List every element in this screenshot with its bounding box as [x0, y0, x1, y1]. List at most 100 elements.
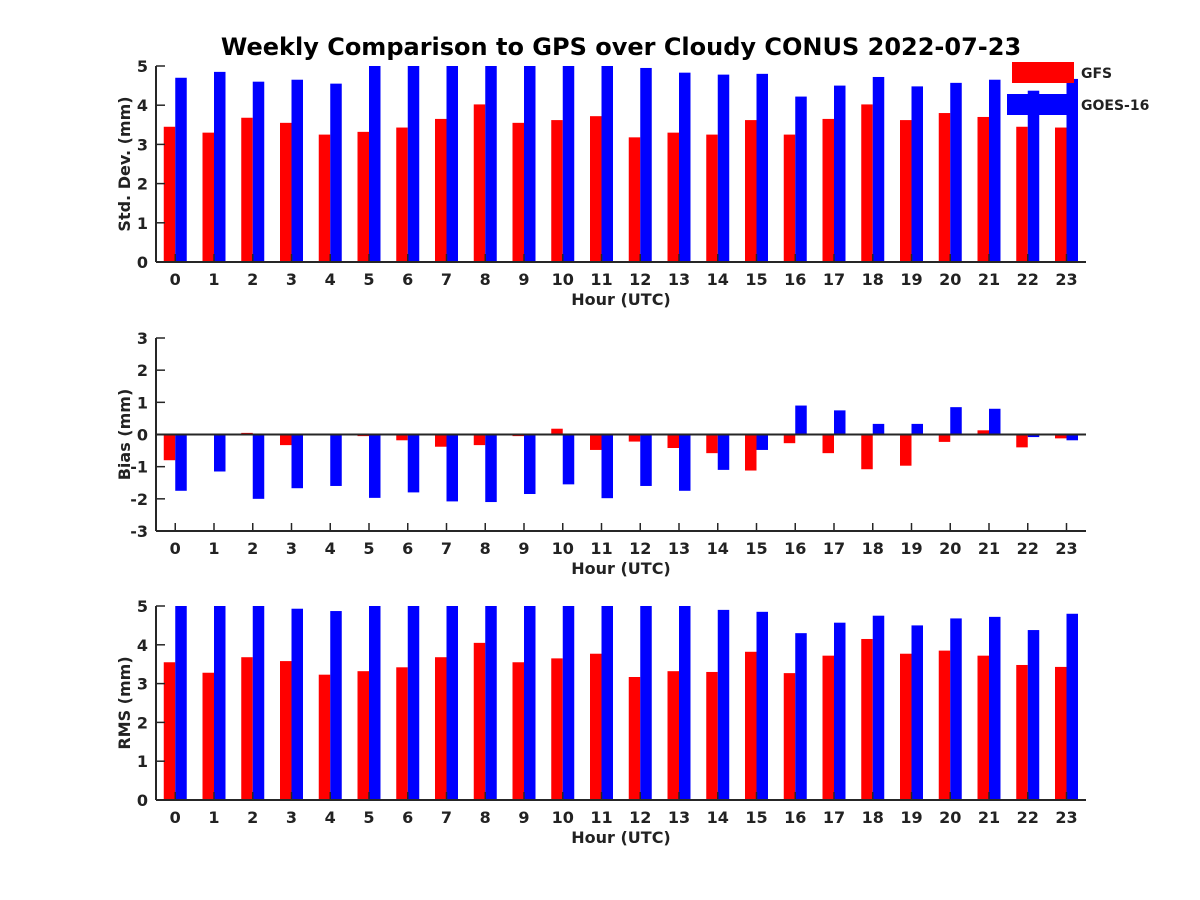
x-tick-label: 16	[784, 270, 806, 289]
bar-gfs-hour-5	[357, 131, 369, 262]
x-tick-label: 0	[170, 270, 181, 289]
legend-label-goes16: GOES-16	[1081, 98, 1149, 114]
bar-gfs-hour-22	[1016, 126, 1028, 262]
bar-goes16-hour-17	[834, 85, 846, 262]
bar-goes16-hour-14	[717, 434, 730, 470]
y-tick-label: 0	[137, 426, 148, 445]
x-tick-label: 12	[629, 539, 651, 558]
y-tick-label: -2	[130, 490, 148, 509]
bar-goes16-hour-9	[524, 606, 536, 800]
bar-goes16-hour-15	[756, 611, 768, 800]
y-tick-label: 1	[137, 393, 148, 412]
y-tick-label: 2	[137, 713, 148, 732]
bar-goes16-hour-22	[1027, 434, 1040, 438]
legend-label-gfs: GFS	[1081, 66, 1112, 82]
y-tick-label: 5	[137, 57, 148, 76]
bar-gfs-hour-13	[667, 671, 679, 800]
bar-goes16-hour-20	[950, 407, 962, 435]
bar-goes16-hour-19	[911, 423, 923, 435]
y-axis-label: Std. Dev. (mm)	[115, 96, 134, 231]
bar-gfs-hour-23	[1055, 666, 1067, 800]
x-tick-label: 17	[823, 808, 845, 827]
x-tick-label: 14	[707, 270, 729, 289]
x-tick-label: 2	[247, 270, 258, 289]
bar-goes16-hour-4	[330, 434, 342, 486]
bar-goes16-hour-9	[524, 434, 536, 495]
bar-goes16-hour-17	[834, 622, 846, 800]
bar-goes16-hour-1	[214, 434, 226, 472]
bar-goes16-hour-23	[1066, 613, 1078, 800]
y-tick-label: -1	[130, 458, 148, 477]
bar-gfs-hour-23	[1055, 127, 1067, 262]
bar-gfs-hour-14	[706, 134, 718, 262]
legend: GFS GOES-16	[1007, 62, 1149, 115]
bar-gfs-hour-10	[551, 658, 563, 800]
x-tick-label: 16	[784, 808, 806, 827]
bar-gfs-hour-3	[280, 434, 292, 446]
bar-gfs-hour-20	[938, 434, 951, 442]
bar-goes16-hour-16	[795, 405, 807, 435]
bar-goes16-hour-1	[214, 606, 226, 800]
bar-goes16-hour-7	[446, 434, 458, 502]
y-axis-label: Bias (mm)	[115, 389, 134, 481]
x-tick-label: 12	[629, 270, 651, 289]
bar-goes16-hour-6	[407, 434, 420, 493]
x-tick-label: 18	[862, 808, 884, 827]
x-tick-label: 5	[363, 270, 374, 289]
bar-goes16-hour-8	[485, 434, 497, 503]
x-tick-label: 14	[707, 539, 729, 558]
bar-goes16-hour-11	[601, 606, 613, 800]
x-tick-label: 3	[286, 539, 297, 558]
bar-goes16-hour-16	[795, 96, 807, 263]
x-tick-label: 10	[552, 808, 574, 827]
bar-gfs-hour-0	[163, 434, 176, 461]
bar-gfs-hour-8	[473, 434, 486, 446]
bar-gfs-hour-18	[861, 104, 873, 262]
bar-goes16-hour-11	[601, 434, 613, 499]
x-tick-label: 1	[208, 270, 219, 289]
bar-gfs-hour-7	[435, 657, 447, 800]
bar-gfs-hour-14	[706, 671, 718, 800]
bar-goes16-hour-23	[1066, 434, 1078, 441]
bar-goes16-hour-14	[717, 74, 730, 263]
bar-goes16-hour-19	[911, 625, 923, 800]
bar-gfs-hour-2	[241, 117, 253, 262]
bar-gfs-hour-6	[396, 434, 408, 441]
bar-goes16-hour-20	[950, 82, 962, 262]
bar-goes16-hour-15	[756, 434, 768, 450]
x-tick-label: 6	[402, 808, 413, 827]
x-tick-label: 11	[590, 270, 612, 289]
x-tick-label: 0	[170, 808, 181, 827]
bar-goes16-hour-8	[485, 66, 497, 262]
x-tick-label: 13	[668, 539, 690, 558]
bar-gfs-hour-5	[357, 671, 369, 800]
bar-goes16-hour-1	[214, 71, 226, 262]
bar-goes16-hour-12	[640, 67, 652, 263]
bar-gfs-hour-1	[202, 672, 214, 800]
x-tick-label: 3	[286, 270, 297, 289]
x-tick-label: 19	[900, 808, 922, 827]
x-tick-label: 5	[363, 808, 374, 827]
bar-gfs-hour-15	[745, 651, 757, 800]
bar-goes16-hour-0	[175, 606, 187, 800]
x-tick-label: 7	[441, 808, 452, 827]
x-tick-label: 2	[247, 808, 258, 827]
bar-goes16-hour-12	[640, 606, 652, 800]
bar-gfs-hour-18	[861, 434, 873, 470]
bar-goes16-hour-22	[1027, 90, 1040, 262]
bar-goes16-hour-20	[950, 618, 962, 800]
x-tick-label: 18	[862, 539, 884, 558]
bar-gfs-hour-3	[280, 661, 292, 800]
bar-goes16-hour-13	[679, 606, 691, 800]
bar-gfs-hour-12	[628, 677, 641, 800]
x-tick-label: 6	[402, 539, 413, 558]
x-tick-label: 21	[978, 808, 1000, 827]
bar-goes16-hour-5	[369, 434, 381, 498]
bar-goes16-hour-16	[795, 633, 807, 800]
y-tick-label: 1	[137, 214, 148, 233]
x-tick-label: 15	[745, 808, 767, 827]
y-tick-label: 3	[137, 135, 148, 154]
x-axis-label: Hour (UTC)	[571, 828, 671, 847]
bar-goes16-hour-6	[407, 606, 420, 800]
